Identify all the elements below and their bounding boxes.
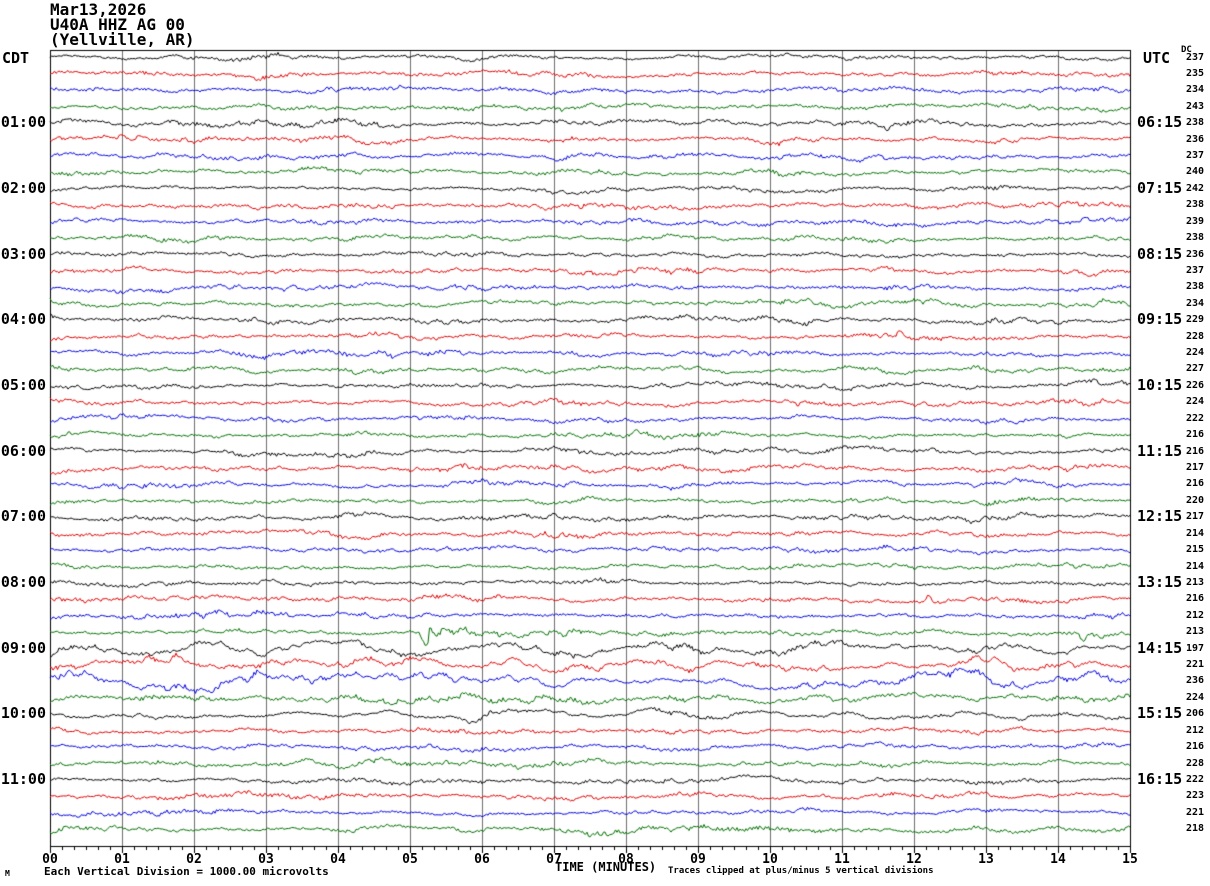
dc-offset-value: 222 (1186, 773, 1205, 785)
dc-offset-value: 237 (1186, 150, 1205, 162)
dc-offset-value: 221 (1186, 806, 1205, 818)
right-timezone-label: UTC (1143, 49, 1171, 67)
left-timezone-label: CDT (2, 49, 30, 67)
dc-offset-value: 216 (1186, 478, 1205, 490)
dc-offset-value: 214 (1186, 560, 1205, 572)
left-time-label: 01:00 (0, 113, 46, 132)
dc-offset-value: 243 (1186, 100, 1205, 112)
dc-offset-value: 216 (1186, 741, 1205, 753)
right-time-label: 09:15 (1137, 310, 1183, 329)
dc-offset-value: 212 (1186, 724, 1205, 736)
dc-offset-value: 216 (1186, 429, 1205, 441)
right-time-label: 07:15 (1137, 178, 1183, 197)
left-time-label: 08:00 (0, 572, 46, 591)
x-tick-label: 08 (618, 852, 634, 867)
dc-offset-value: 237 (1186, 264, 1205, 276)
x-tick-label: 03 (258, 852, 274, 867)
clip-note: Traces clipped at plus/minus 5 vertical … (668, 866, 934, 876)
right-time-label: 15:15 (1137, 704, 1183, 723)
dc-offset-value: 206 (1186, 708, 1205, 720)
x-tick-label: 12 (906, 852, 922, 867)
x-tick-label: 00 (42, 852, 58, 867)
right-time-label: 14:15 (1137, 638, 1183, 657)
dc-offset-value: 227 (1186, 363, 1205, 375)
title-station: U40A HHZ AG 00 (50, 15, 185, 34)
dc-offset-value: 218 (1186, 823, 1205, 835)
left-time-label: 03:00 (0, 244, 46, 263)
dc-offset-value: 236 (1186, 675, 1205, 687)
dc-offset-value: 222 (1186, 412, 1205, 424)
title-location: (Yellville, AR) (50, 30, 195, 49)
dc-offset-value: 240 (1186, 166, 1205, 178)
right-time-label: 11:15 (1137, 441, 1183, 460)
dc-offset-value: 216 (1186, 445, 1205, 457)
left-time-label: 02:00 (0, 178, 46, 197)
watermark: M (5, 869, 10, 878)
left-time-label: 11:00 (0, 769, 46, 788)
dc-offset-value: 214 (1186, 527, 1205, 539)
x-tick-label: 11 (834, 852, 850, 867)
x-tick-label: 07 (546, 852, 562, 867)
title-date: Mar13,2026 (50, 0, 147, 19)
dc-offset-value: 229 (1186, 314, 1205, 326)
dc-offset-header: DC (1181, 45, 1192, 55)
dc-offset-value: 213 (1186, 576, 1205, 588)
left-time-label: 04:00 (0, 310, 46, 329)
right-time-label: 12:15 (1137, 507, 1183, 526)
x-tick-label: 05 (402, 852, 418, 867)
dc-offset-value: 220 (1186, 494, 1205, 506)
right-time-label: 13:15 (1137, 572, 1183, 591)
left-time-label: 10:00 (0, 704, 46, 723)
dc-offset-value: 228 (1186, 330, 1205, 342)
x-tick-label: 10 (762, 852, 778, 867)
dc-offset-value: 236 (1186, 133, 1205, 145)
dc-offset-value: 224 (1186, 347, 1205, 359)
dc-offset-value: 235 (1186, 67, 1205, 79)
dc-offset-value: 228 (1186, 757, 1205, 769)
x-tick-label: 09 (690, 852, 706, 867)
dc-offset-value: 239 (1186, 215, 1205, 227)
dc-offset-value: 216 (1186, 593, 1205, 605)
left-time-label: 06:00 (0, 441, 46, 460)
x-tick-label: 06 (474, 852, 490, 867)
left-time-label: 05:00 (0, 375, 46, 394)
right-time-label: 08:15 (1137, 244, 1183, 263)
x-tick-label: 14 (1050, 852, 1066, 867)
dc-offset-value: 224 (1186, 396, 1205, 408)
dc-offset-value: 236 (1186, 248, 1205, 260)
right-time-label: 16:15 (1137, 769, 1183, 788)
dc-offset-value: 217 (1186, 511, 1205, 523)
dc-offset-value: 213 (1186, 626, 1205, 638)
right-time-label: 06:15 (1137, 113, 1183, 132)
dc-offset-value: 223 (1186, 790, 1205, 802)
x-tick-label: 01 (114, 852, 130, 867)
dc-offset-value: 234 (1186, 84, 1205, 96)
dc-offset-value: 221 (1186, 659, 1205, 671)
x-tick-label: 04 (330, 852, 346, 867)
dc-offset-value: 238 (1186, 117, 1205, 129)
x-tick-label: 15 (1122, 852, 1138, 867)
dc-offset-value: 238 (1186, 232, 1205, 244)
dc-offset-value: 238 (1186, 281, 1205, 293)
dc-offset-value: 242 (1186, 182, 1205, 194)
x-tick-label: 02 (186, 852, 202, 867)
left-time-label: 09:00 (0, 638, 46, 657)
dc-offset-value: 226 (1186, 379, 1205, 391)
x-tick-label: 13 (978, 852, 994, 867)
dc-offset-value: 217 (1186, 462, 1205, 473)
right-time-label: 10:15 (1137, 375, 1183, 394)
left-time-label: 07:00 (0, 507, 46, 526)
dc-offset-value: 215 (1186, 544, 1205, 556)
dc-offset-value: 238 (1186, 199, 1205, 211)
dc-offset-value: 224 (1186, 691, 1205, 703)
scale-note: Each Vertical Division = 1000.00 microvo… (44, 865, 329, 878)
dc-offset-value: 212 (1186, 609, 1205, 621)
dc-offset-value: 237 (1186, 51, 1205, 63)
x-axis-label: TIME (MINUTES) (555, 860, 657, 874)
dc-offset-value: 234 (1186, 297, 1205, 309)
dc-offset-value: 197 (1186, 642, 1205, 654)
